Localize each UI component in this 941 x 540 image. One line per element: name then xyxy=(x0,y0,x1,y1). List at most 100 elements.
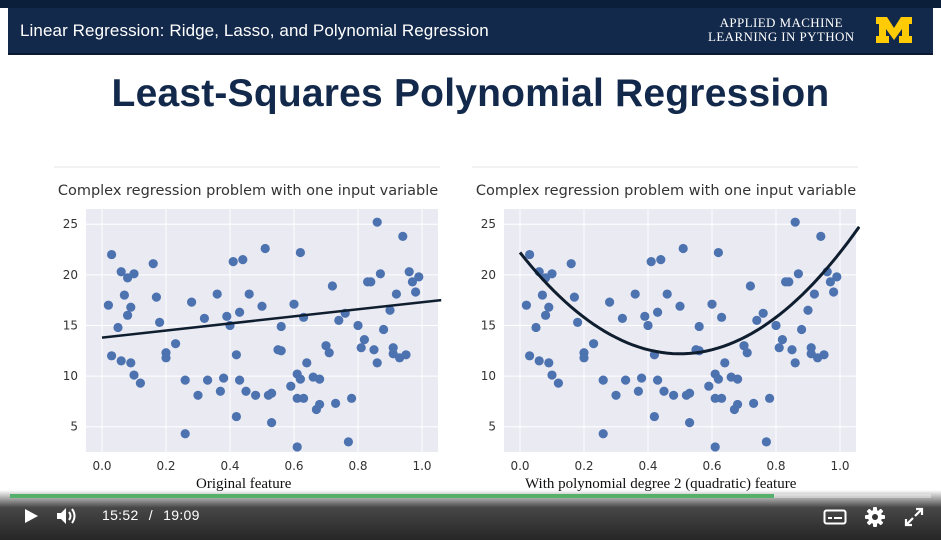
data-point xyxy=(797,324,807,335)
data-point xyxy=(215,386,225,396)
x-tick-label: 1.0 xyxy=(412,459,431,473)
data-point xyxy=(404,267,414,277)
x-tick-label: 0.8 xyxy=(766,459,785,473)
data-point xyxy=(107,351,117,361)
data-point xyxy=(353,320,363,331)
data-point xyxy=(401,350,411,360)
data-point xyxy=(372,217,382,227)
fullscreen-icon[interactable] xyxy=(903,506,925,528)
data-point xyxy=(244,289,254,299)
data-point xyxy=(315,399,325,410)
chart-polynomial-feature-svg: Complex regression problem with one inpu… xyxy=(472,166,860,473)
data-point xyxy=(707,299,717,309)
data-point xyxy=(347,393,357,403)
data-point xyxy=(621,375,631,385)
data-point xyxy=(155,317,165,327)
data-point xyxy=(598,429,608,439)
data-point xyxy=(222,311,232,321)
data-point xyxy=(710,393,720,403)
data-point xyxy=(343,437,353,447)
data-point xyxy=(193,390,203,400)
data-point xyxy=(733,374,743,384)
data-point xyxy=(605,297,615,307)
data-point xyxy=(694,321,704,332)
data-point xyxy=(678,243,688,254)
x-tick-label: 0.8 xyxy=(348,459,367,473)
data-point xyxy=(777,335,787,345)
data-point xyxy=(302,358,312,368)
data-point xyxy=(525,351,535,361)
data-point xyxy=(531,322,541,333)
data-point xyxy=(289,299,299,309)
data-point xyxy=(525,249,535,260)
chart-title: Complex regression problem with one inpu… xyxy=(58,183,438,199)
frame-top xyxy=(0,0,941,8)
duration: 19:09 xyxy=(163,507,200,523)
data-point xyxy=(123,310,133,320)
data-point xyxy=(649,411,659,422)
data-point xyxy=(790,217,800,227)
data-point xyxy=(633,386,643,396)
data-point xyxy=(126,358,136,368)
data-point xyxy=(774,343,784,353)
linear-fit-line xyxy=(101,298,442,339)
data-point xyxy=(119,290,129,300)
y-tick-label: 5 xyxy=(488,420,496,434)
data-point xyxy=(327,281,337,291)
gear-icon[interactable] xyxy=(864,506,886,528)
play-icon[interactable] xyxy=(22,507,40,525)
data-point xyxy=(148,259,158,269)
data-point xyxy=(720,358,730,368)
data-point xyxy=(116,267,126,277)
data-point xyxy=(717,393,727,403)
data-point xyxy=(315,374,325,384)
chart-original-feature-svg: Complex regression problem with one inpu… xyxy=(54,166,442,473)
data-point xyxy=(541,310,551,320)
volume-icon[interactable] xyxy=(55,505,79,527)
data-point xyxy=(589,339,599,349)
data-point xyxy=(180,375,190,385)
data-point xyxy=(151,292,161,302)
time-display: 15:52 / 19:09 xyxy=(102,507,200,523)
data-point xyxy=(113,322,123,333)
caption-polynomial-feature: With polynomial degree 2 (quadratic) fea… xyxy=(525,476,797,492)
data-point xyxy=(135,378,145,388)
data-point xyxy=(752,315,762,325)
data-point xyxy=(809,289,819,299)
header-bar: Linear Regression: Ridge, Lasso, and Pol… xyxy=(8,8,933,55)
data-point xyxy=(391,289,401,299)
data-point xyxy=(180,429,190,439)
data-point xyxy=(235,375,245,385)
data-point xyxy=(713,374,723,384)
data-point xyxy=(411,287,421,297)
data-point xyxy=(806,343,816,353)
data-point xyxy=(228,257,238,267)
data-point xyxy=(295,247,305,258)
data-point xyxy=(534,356,544,366)
chart-title: Complex regression problem with one inpu… xyxy=(476,183,856,199)
data-point xyxy=(324,348,334,358)
data-point xyxy=(765,393,775,403)
data-point xyxy=(669,390,679,400)
data-point xyxy=(116,356,126,366)
brand-text: APPLIED MACHINE LEARNING IN PYTHON xyxy=(708,16,855,44)
data-point xyxy=(579,353,589,363)
data-point xyxy=(199,313,209,323)
data-point xyxy=(825,277,835,287)
x-tick-label: 0.2 xyxy=(156,459,175,473)
data-point xyxy=(793,269,803,279)
y-tick-label: 15 xyxy=(481,318,496,332)
data-point xyxy=(749,398,759,408)
data-point xyxy=(832,272,842,282)
progress-bar[interactable] xyxy=(10,494,931,498)
captions-icon[interactable] xyxy=(823,508,847,526)
y-tick-label: 10 xyxy=(63,369,78,383)
data-point xyxy=(784,277,794,287)
data-point xyxy=(653,307,663,317)
data-point xyxy=(414,272,424,282)
data-point xyxy=(359,335,369,345)
data-point xyxy=(257,301,267,311)
data-point xyxy=(292,393,302,403)
data-point xyxy=(653,375,663,385)
